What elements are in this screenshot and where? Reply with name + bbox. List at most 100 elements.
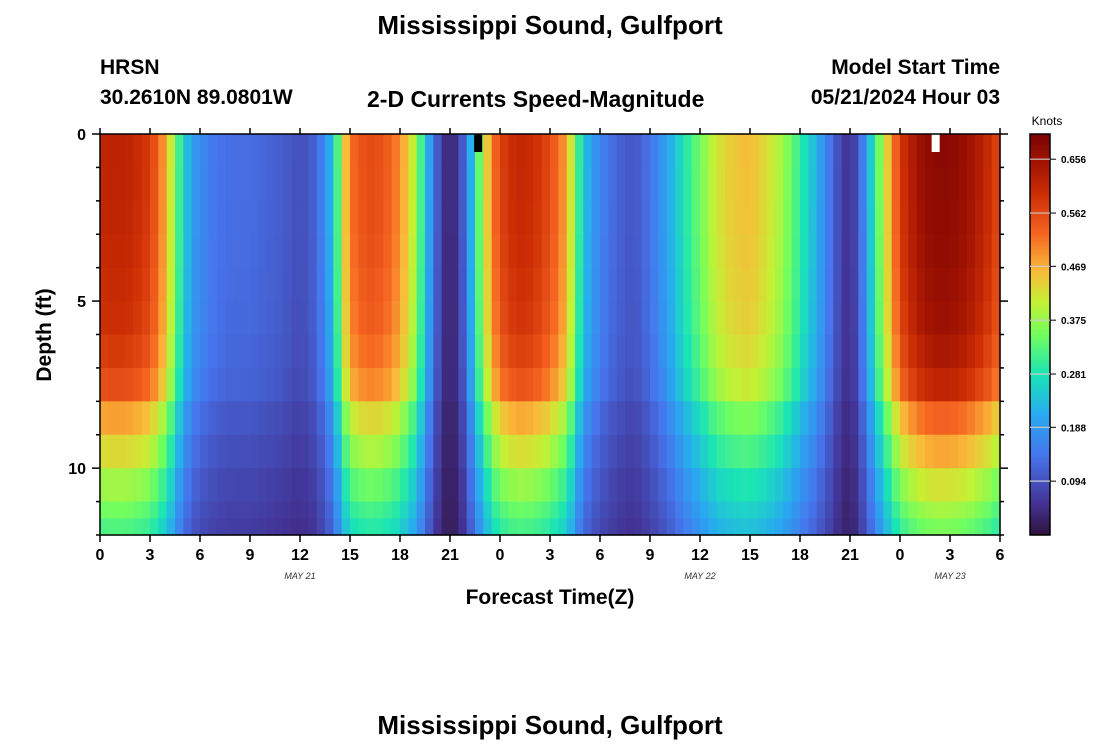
x-tick-label: 0 [496,547,505,564]
heatmap-cell [625,167,634,202]
heatmap-cell [283,434,293,469]
heatmap-cell [683,518,693,536]
heatmap-cell [616,518,626,536]
heatmap-cell [200,167,209,202]
heatmap-cell [550,267,559,302]
heatmap-cell [550,501,559,519]
heatmap-cell [208,134,218,169]
heatmap-cell [325,501,334,519]
heatmap-cell [308,267,318,302]
heatmap-cell [258,234,268,269]
heatmap-cell [791,367,801,402]
heatmap-cell [608,434,618,469]
heatmap-cell [975,200,984,235]
heatmap-cell [708,134,718,169]
heatmap-cells [100,134,1001,536]
heatmap-cell [125,267,134,302]
heatmap-cell [108,518,118,536]
heatmap-cell [691,267,701,302]
heatmap-cell [825,267,834,302]
heatmap-cell [416,200,426,235]
heatmap-cell [416,401,426,436]
heatmap-cell [375,468,384,503]
heatmap-cell [591,401,601,436]
heatmap-cell [241,501,251,519]
heatmap-cell [683,200,693,235]
heatmap-cell [166,167,176,202]
heatmap-cell [608,200,618,235]
heatmap-cell [100,301,109,336]
heatmap-cell [966,518,976,536]
x-tick-label: 15 [741,547,759,564]
heatmap-cell [866,334,876,369]
heatmap-cell [733,301,743,336]
heatmap-cell [325,267,334,302]
heatmap-cell [525,267,534,302]
heatmap-cell [158,434,168,469]
heatmap-cell [383,301,393,336]
heatmap-cell [883,518,893,536]
heatmap-cell [516,401,526,436]
heatmap-cell [891,434,901,469]
heatmap-cell [900,518,909,536]
heatmap-cell [108,401,118,436]
heatmap-cell [133,334,143,369]
heatmap-cell [750,401,759,436]
heatmap-cell [183,234,193,269]
heatmap-cell [258,518,268,536]
heatmap-cell [833,468,843,503]
heatmap-cell [333,518,343,536]
heatmap-cell [783,200,793,235]
heatmap-cell [333,367,343,402]
heatmap-cell [725,518,734,536]
heatmap-cell [341,401,351,436]
heatmap-cell [541,434,551,469]
heatmap-cell [466,267,476,302]
heatmap-cell [875,518,884,536]
heatmap-cell [941,501,951,519]
heatmap-cell [333,501,343,519]
heatmap-cell [491,200,501,235]
heatmap-cell [558,401,568,436]
heatmap-cell [725,401,734,436]
heatmap-cell [950,367,959,402]
heatmap-cell [175,200,184,235]
heatmap-cell [450,167,459,202]
heatmap-cell [558,367,568,402]
heatmap-cell [791,200,801,235]
heatmap-cell [716,267,726,302]
heatmap-cell [125,501,134,519]
heatmap-cell [866,134,876,169]
heatmap-cell [733,334,743,369]
heatmap-cell [491,234,501,269]
heatmap-cell [650,367,659,402]
heatmap-cell [183,167,193,202]
heatmap-cell [383,134,393,169]
heatmap-cell [291,518,301,536]
heatmap-cell [416,301,426,336]
heatmap-cell [883,134,893,169]
heatmap-cell [433,167,443,202]
heatmap-cell [408,434,418,469]
heatmap-cell [900,401,909,436]
heatmap-cell [616,267,626,302]
heatmap-cell [666,518,676,536]
heatmap-cell [400,468,409,503]
heatmap-cell [675,434,684,469]
heatmap-cell [100,334,109,369]
heatmap-cell [316,134,326,169]
x-tick-label: 0 [896,547,905,564]
heatmap-cell [791,401,801,436]
heatmap-cell [866,200,876,235]
heatmap-cell [750,334,759,369]
heatmap-cell [291,167,301,202]
heatmap-cell [233,234,243,269]
heatmap-cell [291,334,301,369]
x-tick-label: 3 [546,547,555,564]
heatmap-cell [216,367,226,402]
heatmap-cell [566,334,576,369]
heatmap-cell [616,468,626,503]
heatmap-cell [875,367,884,402]
heatmap-cell [441,334,451,369]
heatmap-cell [625,134,634,169]
